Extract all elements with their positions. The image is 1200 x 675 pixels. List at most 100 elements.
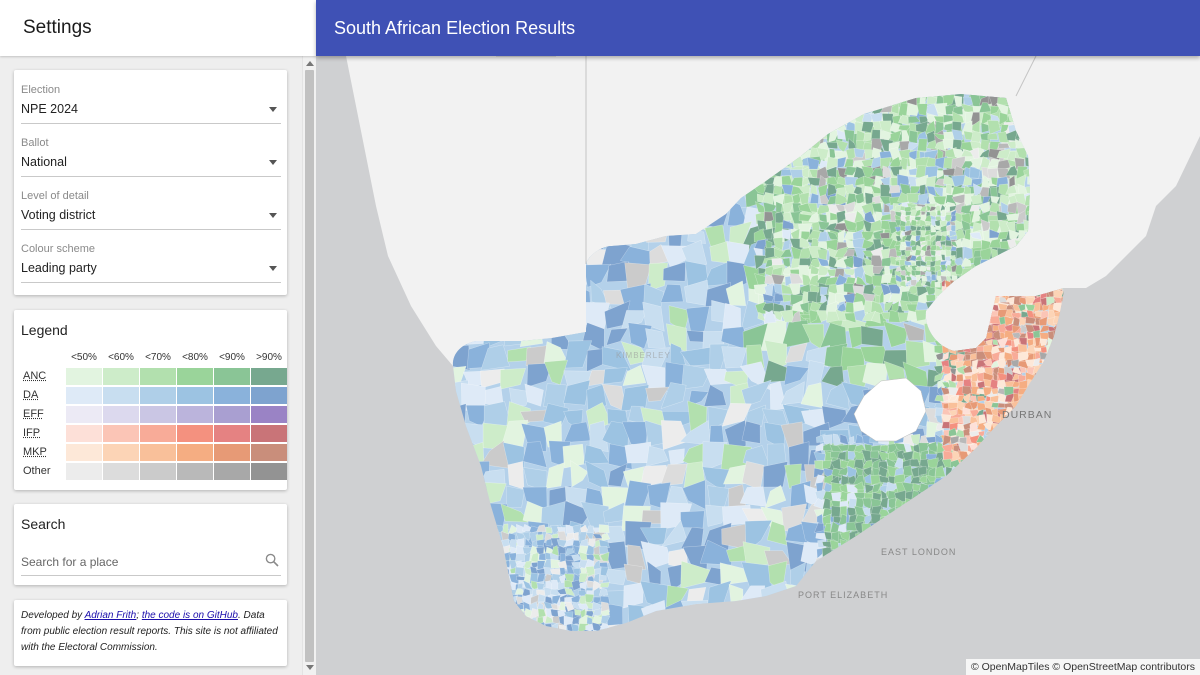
voting-district[interactable] xyxy=(1047,483,1065,508)
voting-district[interactable] xyxy=(1061,481,1088,513)
voting-district[interactable] xyxy=(1033,449,1041,460)
voting-district[interactable] xyxy=(847,569,856,582)
voting-district[interactable] xyxy=(598,574,607,581)
voting-district[interactable] xyxy=(503,586,513,598)
voting-district[interactable] xyxy=(524,383,544,407)
voting-district[interactable] xyxy=(1053,415,1063,426)
voting-district[interactable] xyxy=(904,506,911,518)
voting-district[interactable] xyxy=(1053,442,1064,453)
voting-district[interactable] xyxy=(829,562,842,572)
voting-district[interactable] xyxy=(805,360,825,393)
voting-district[interactable] xyxy=(494,552,504,563)
voting-district[interactable] xyxy=(944,489,952,502)
voting-district[interactable] xyxy=(964,579,982,603)
voting-district[interactable] xyxy=(862,549,872,556)
voting-district[interactable] xyxy=(825,380,850,410)
voting-district[interactable] xyxy=(783,604,813,628)
voting-district[interactable] xyxy=(888,522,895,533)
voting-district[interactable] xyxy=(1046,400,1055,409)
voting-district[interactable] xyxy=(910,513,922,525)
voting-district[interactable] xyxy=(907,604,931,630)
voting-district[interactable] xyxy=(936,275,942,282)
voting-district[interactable] xyxy=(441,583,470,606)
voting-district[interactable] xyxy=(501,623,510,632)
voting-district[interactable] xyxy=(835,309,849,321)
voting-district[interactable] xyxy=(1025,316,1037,324)
voting-district[interactable] xyxy=(509,388,532,407)
voting-district[interactable] xyxy=(1027,622,1051,651)
voting-district[interactable] xyxy=(862,537,873,550)
voting-district[interactable] xyxy=(945,581,969,610)
author-link[interactable]: Adrian Frith xyxy=(84,610,137,621)
voting-district[interactable] xyxy=(948,482,967,506)
voting-district[interactable] xyxy=(1005,213,1020,221)
voting-district[interactable] xyxy=(502,608,511,619)
voting-district[interactable] xyxy=(1062,345,1071,356)
voting-district[interactable] xyxy=(861,572,873,583)
voting-district[interactable] xyxy=(1031,606,1049,624)
voting-district[interactable] xyxy=(668,448,685,466)
voting-district[interactable] xyxy=(863,133,872,142)
voting-district[interactable] xyxy=(461,569,484,592)
voting-district[interactable] xyxy=(798,223,812,232)
voting-district[interactable] xyxy=(839,545,851,558)
voting-district[interactable] xyxy=(1027,451,1035,460)
sidebar-scrollbar[interactable] xyxy=(302,56,316,675)
voting-district[interactable] xyxy=(877,561,889,574)
voting-district[interactable] xyxy=(843,255,856,269)
voting-district[interactable] xyxy=(869,545,881,558)
voting-district[interactable] xyxy=(1067,342,1090,365)
voting-district[interactable] xyxy=(446,521,472,549)
voting-district[interactable] xyxy=(908,130,918,144)
voting-district[interactable] xyxy=(879,571,889,582)
voting-district[interactable] xyxy=(764,485,787,509)
voting-district[interactable] xyxy=(1039,423,1050,432)
legend-party-anc[interactable]: ANC xyxy=(23,370,47,382)
voting-district[interactable] xyxy=(1013,338,1020,348)
voting-district[interactable] xyxy=(1059,319,1090,350)
voting-district[interactable] xyxy=(500,368,526,390)
voting-district[interactable] xyxy=(915,309,927,322)
voting-district[interactable] xyxy=(1017,387,1029,395)
voting-district[interactable] xyxy=(888,561,897,574)
voting-district[interactable] xyxy=(480,344,510,371)
voting-district[interactable] xyxy=(1021,559,1051,586)
search-icon[interactable] xyxy=(265,553,279,567)
voting-district[interactable] xyxy=(960,257,972,267)
voting-district[interactable] xyxy=(945,184,952,196)
voting-district[interactable] xyxy=(1017,183,1028,196)
voting-district[interactable] xyxy=(507,622,519,631)
voting-district[interactable] xyxy=(1003,481,1028,512)
voting-district[interactable] xyxy=(947,605,969,629)
voting-district[interactable] xyxy=(944,530,954,539)
voting-district[interactable] xyxy=(903,515,914,526)
voting-district[interactable] xyxy=(917,569,930,581)
voting-district[interactable] xyxy=(724,419,747,451)
voting-district[interactable] xyxy=(1068,540,1082,567)
voting-district[interactable] xyxy=(1045,580,1068,610)
voting-district[interactable] xyxy=(861,560,891,589)
voting-district[interactable] xyxy=(901,562,929,592)
voting-district[interactable] xyxy=(952,475,961,487)
voting-district[interactable] xyxy=(495,568,504,578)
voting-district[interactable] xyxy=(1060,400,1070,409)
voting-district[interactable] xyxy=(782,219,795,230)
voting-district[interactable] xyxy=(904,569,912,581)
voting-district[interactable] xyxy=(1000,525,1027,544)
voting-district[interactable] xyxy=(552,629,560,639)
voting-district[interactable] xyxy=(1031,296,1041,304)
voting-district[interactable] xyxy=(981,486,1010,512)
voting-district[interactable] xyxy=(901,630,927,650)
voting-district[interactable] xyxy=(1052,380,1064,388)
voting-district[interactable] xyxy=(466,520,488,549)
legend-party-da[interactable]: DA xyxy=(23,389,39,401)
voting-district[interactable] xyxy=(1054,435,1064,446)
voting-district[interactable] xyxy=(627,544,647,570)
voting-district[interactable] xyxy=(570,460,589,488)
voting-district[interactable] xyxy=(763,606,784,631)
voting-district[interactable] xyxy=(494,581,505,592)
voting-district[interactable] xyxy=(1042,393,1049,404)
voting-district[interactable] xyxy=(935,499,946,509)
voting-district[interactable] xyxy=(1046,296,1055,306)
voting-district[interactable] xyxy=(855,539,867,550)
